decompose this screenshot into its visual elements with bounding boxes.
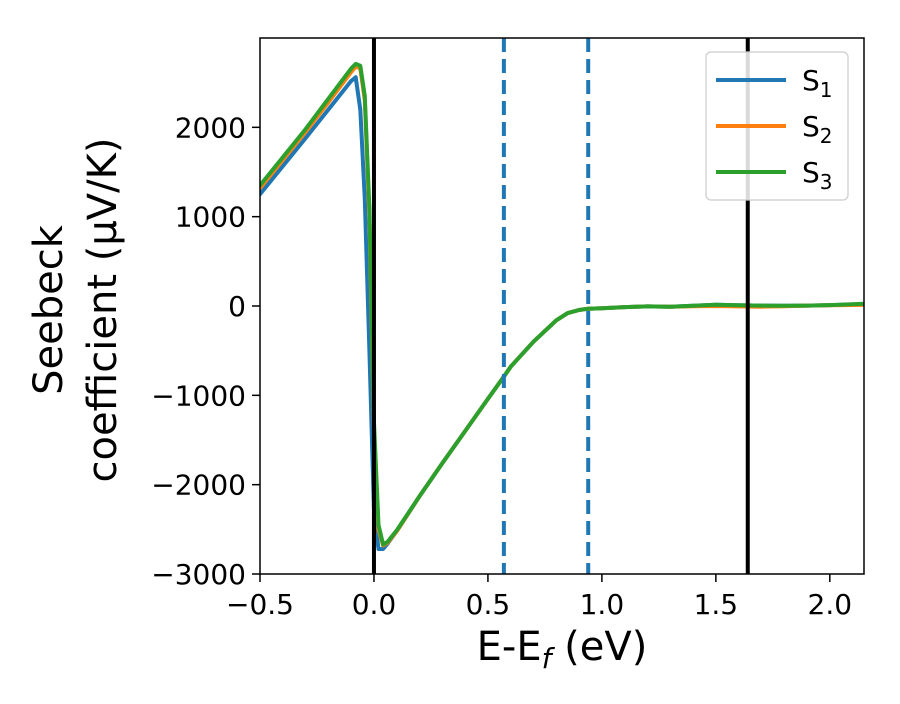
series-line-s3 [260, 61, 864, 547]
y-axis-label-line2: coefficient (μV/K) [80, 138, 126, 483]
legend: S1 S2 S3 [705, 51, 849, 201]
x-tick-label: 1.5 [694, 588, 739, 621]
x-tick-label: 0.5 [466, 588, 511, 621]
y-tick-label: −1000 [151, 379, 246, 412]
x-tick-label: 2.0 [808, 588, 853, 621]
y-axis-label-line1: Seebeck [26, 224, 72, 395]
x-tick-label: −0.5 [226, 588, 294, 621]
y-tick-label: 0 [228, 290, 246, 323]
y-tick-label: −3000 [151, 558, 246, 591]
legend-label-s2: S2 [802, 110, 833, 148]
y-tick-label: −2000 [151, 469, 246, 502]
x-tick-label: 0.0 [352, 588, 397, 621]
x-tick-label: 1.0 [580, 588, 625, 621]
legend-label-s3: S3 [802, 156, 833, 194]
y-tick-label: 1000 [175, 201, 246, 234]
y-tick-label: 2000 [175, 111, 246, 144]
x-axis-label: E-Ef (eV) [477, 624, 648, 675]
legend-label-s1: S1 [802, 64, 833, 102]
